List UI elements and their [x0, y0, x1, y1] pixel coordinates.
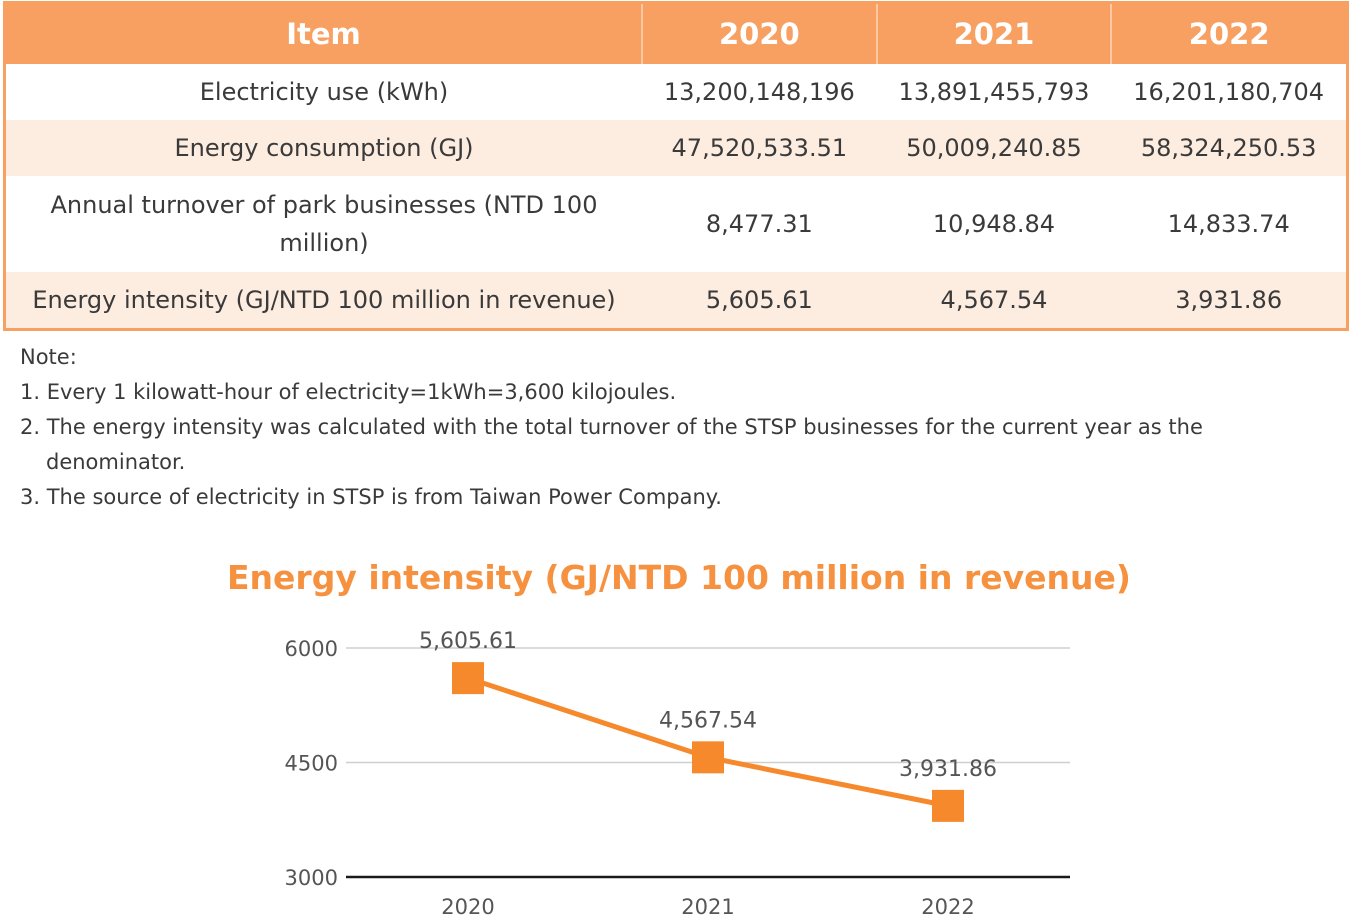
header-2021: 2021	[875, 4, 1112, 64]
cell-value: 4,567.54	[876, 272, 1112, 328]
cell-value: 3,931.86	[1111, 272, 1346, 328]
table-header-row: Item 2020 2021 2022	[6, 4, 1346, 64]
cell-value: 16,201,180,704	[1111, 64, 1346, 120]
data-label: 4,567.54	[659, 708, 757, 733]
note-item: 1. Every 1 kilowatt-hour of electricity=…	[20, 380, 677, 404]
row-label: Annual turnover of park businesses (NTD …	[6, 176, 642, 272]
table-row: Energy intensity (GJ/NTD 100 million in …	[6, 272, 1346, 328]
row-label: Energy consumption (GJ)	[6, 120, 642, 176]
cell-value: 5,605.61	[642, 272, 877, 328]
notes-section: Note: 1. Every 1 kilowatt-hour of electr…	[20, 340, 1340, 515]
cell-value: 14,833.74	[1111, 176, 1346, 272]
row-label: Energy intensity (GJ/NTD 100 million in …	[6, 272, 642, 328]
energy-data-table: Item 2020 2021 2022 Electricity use (kWh…	[6, 4, 1346, 328]
x-tick-label: 2020	[441, 895, 494, 919]
y-tick-label: 6000	[285, 637, 338, 661]
header-item: Item	[6, 4, 642, 64]
cell-value: 10,948.84	[876, 176, 1112, 272]
table-row: Energy consumption (GJ) 47,520,533.51 50…	[6, 120, 1346, 176]
row-label: Electricity use (kWh)	[6, 64, 642, 120]
chart-title: Energy intensity (GJ/NTD 100 million in …	[227, 558, 1131, 597]
data-point-marker	[692, 741, 724, 774]
cell-value: 13,891,455,793	[876, 64, 1112, 120]
y-tick-label: 3000	[285, 866, 338, 890]
cell-value: 58,324,250.53	[1111, 120, 1346, 176]
cell-value: 50,009,240.85	[876, 120, 1112, 176]
cell-value: 13,200,148,196	[642, 64, 877, 120]
note-item: 2. The energy intensity was calculated w…	[20, 415, 1203, 474]
cell-value: 8,477.31	[642, 176, 877, 272]
data-label: 3,931.86	[899, 757, 997, 782]
data-label: 5,605.61	[419, 629, 517, 654]
energy-data-table-frame: Item 2020 2021 2022 Electricity use (kWh…	[3, 1, 1349, 331]
x-tick-label: 2022	[921, 895, 974, 919]
data-point-marker	[932, 789, 964, 822]
data-point-marker	[452, 662, 484, 695]
header-2022: 2022	[1110, 4, 1346, 64]
table-row: Annual turnover of park businesses (NTD …	[6, 176, 1346, 272]
header-2020: 2020	[641, 4, 877, 64]
x-tick-label: 2021	[681, 895, 734, 919]
table-row: Electricity use (kWh) 13,200,148,196 13,…	[6, 64, 1346, 120]
y-tick-label: 4500	[285, 752, 338, 776]
notes-heading: Note:	[20, 345, 77, 369]
cell-value: 47,520,533.51	[642, 120, 877, 176]
note-item: 3. The source of electricity in STSP is …	[20, 485, 722, 509]
